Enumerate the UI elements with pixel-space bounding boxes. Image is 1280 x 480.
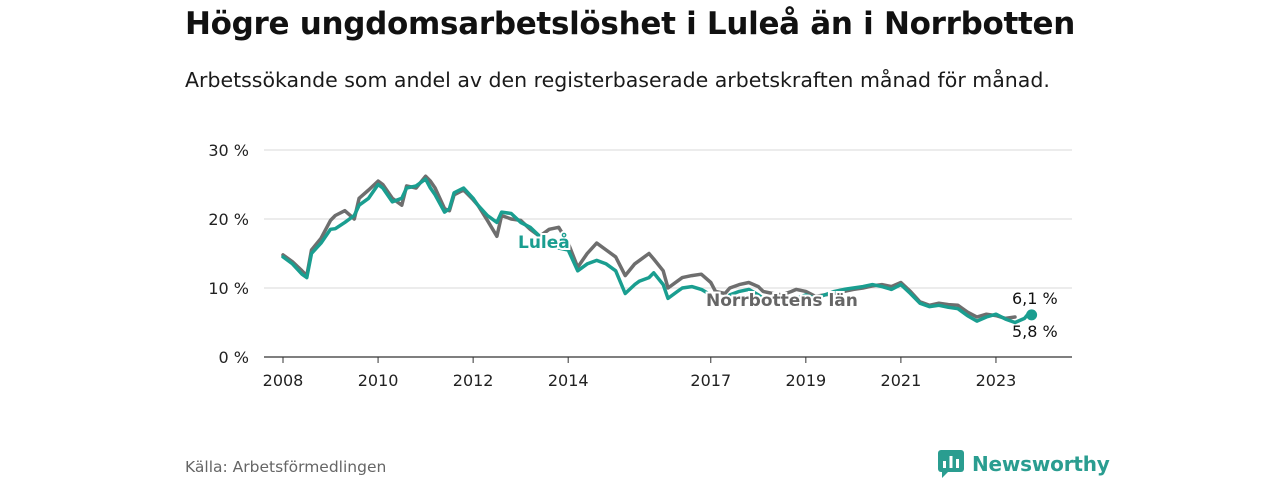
x-tick-label: 2017 <box>690 371 731 390</box>
x-tick-label: 2008 <box>263 371 304 390</box>
brand-name: Newsworthy <box>972 452 1110 476</box>
x-tick-label: 2012 <box>453 371 494 390</box>
x-tick-label: 2019 <box>785 371 826 390</box>
y-tick-label: 0 % <box>219 348 249 367</box>
x-tick-label: 2014 <box>548 371 589 390</box>
series-line-norrbotten <box>281 174 1017 321</box>
grid-lines <box>264 149 1072 289</box>
newsworthy-logo-icon <box>938 450 964 478</box>
brand-logo[interactable]: Newsworthy <box>938 450 1110 478</box>
series-line-lulea <box>281 177 1034 325</box>
x-ticks: 2008 2010 2012 2014 2017 2019 2021 2023 <box>263 357 1017 390</box>
end-label-norrbotten: 5,8 % <box>1012 322 1058 341</box>
x-tick-label: 2010 <box>358 371 399 390</box>
chart-subtitle: Arbetssökande som andel av den registerb… <box>185 68 1050 92</box>
x-tick-label: 2023 <box>976 371 1017 390</box>
source-note: Källa: Arbetsförmedlingen <box>185 458 387 476</box>
y-tick-label: 30 % <box>208 141 249 160</box>
y-tick-label: 20 % <box>208 210 249 229</box>
series-layer <box>281 174 1038 325</box>
series-label-norrbotten: Norrbottens län <box>706 291 858 311</box>
y-tick-labels: 30 % 20 % 10 % 0 % <box>208 141 249 367</box>
end-label-lulea: 6,1 % <box>1012 289 1058 308</box>
end-point-lulea <box>1026 309 1038 321</box>
x-tick-label: 2021 <box>881 371 922 390</box>
series-label-lulea: Luleå <box>518 231 570 253</box>
y-tick-label: 10 % <box>208 279 249 298</box>
chart-title: Högre ungdomsarbetslöshet i Luleå än i N… <box>185 6 1076 42</box>
